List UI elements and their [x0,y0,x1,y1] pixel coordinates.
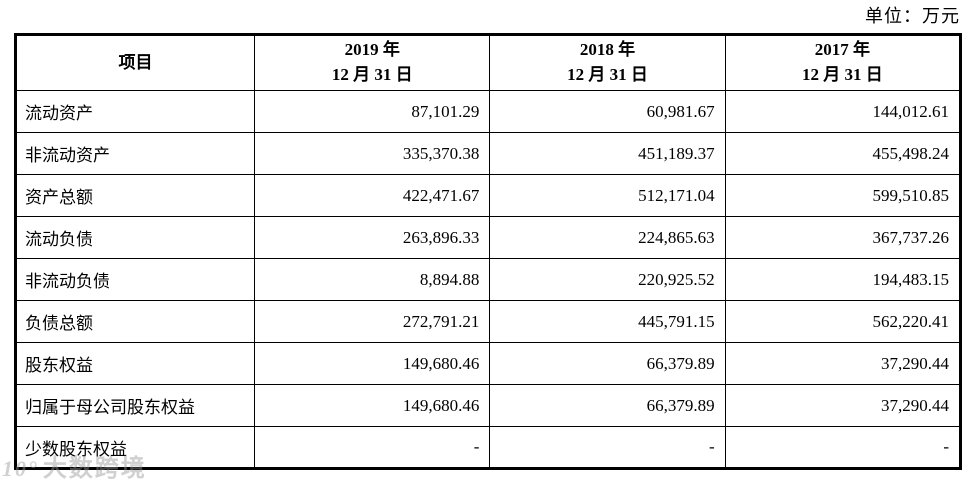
row-label: 少数股东权益 [14,426,256,469]
column-header-2019-line2: 12 月 31 日 [331,65,413,84]
cell-value-2017: - [724,426,962,469]
table-row: 负债总额 272,791.21 445,791.15 562,220.41 [14,300,962,343]
cell-value-2017: 194,483.15 [724,258,962,301]
cell-value-2018: 224,865.63 [489,216,726,259]
table-header-row: 项目 2019 年 12 月 31 日 2018 年 12 月 31 日 201… [14,34,962,91]
cell-value-2019: 87,101.29 [254,90,491,133]
row-label: 股东权益 [14,342,256,385]
cell-value-2017: 455,498.24 [724,132,962,175]
cell-value-2017: 37,290.44 [724,342,962,385]
cell-value-2018: 451,189.37 [489,132,726,175]
cell-value-2018: 66,379.89 [489,384,726,427]
row-label: 流动资产 [14,90,256,133]
cell-value-2019: 335,370.38 [254,132,491,175]
table-row: 资产总额 422,471.67 512,171.04 599,510.85 [14,174,962,217]
column-header-2018-line2: 12 月 31 日 [567,65,648,84]
cell-value-2019: 149,680.46 [254,384,491,427]
cell-value-2018: 66,379.89 [489,342,726,385]
column-header-2018-line1: 2018 年 [579,40,636,60]
cell-value-2017: 562,220.41 [724,300,962,343]
row-label: 非流动负债 [14,258,256,301]
column-header-2019-line1: 2019 年 [344,40,400,60]
balance-sheet-table: 项目 2019 年 12 月 31 日 2018 年 12 月 31 日 201… [14,33,962,470]
cell-value-2019: 149,680.46 [254,342,491,385]
cell-value-2017: 367,737.26 [724,216,962,259]
cell-value-2019: 272,791.21 [254,300,491,343]
row-label: 非流动资产 [14,132,256,175]
table-row: 流动负债 263,896.33 224,865.63 367,737.26 [14,216,962,259]
table-row: 股东权益 149,680.46 66,379.89 37,290.44 [14,342,962,385]
cell-value-2018: 512,171.04 [489,174,726,217]
cell-value-2019: 263,896.33 [254,216,491,259]
row-label: 负债总额 [14,300,256,343]
column-header-2017: 2017 年 12 月 31 日 [724,34,962,91]
column-header-2018: 2018 年 12 月 31 日 [489,34,726,91]
row-label: 资产总额 [14,174,256,217]
cell-value-2017: 599,510.85 [724,174,962,217]
cell-value-2018: - [489,426,726,469]
column-header-item: 项目 [14,34,256,91]
column-header-2017-line1: 2017 年 [814,40,870,60]
row-label: 归属于母公司股东权益 [14,384,256,427]
cell-value-2019: 8,894.88 [254,258,491,301]
table-row: 非流动资产 335,370.38 451,189.37 455,498.24 [14,132,962,175]
table-row: 归属于母公司股东权益 149,680.46 66,379.89 37,290.4… [14,384,962,427]
cell-value-2019: - [254,426,491,469]
row-label: 流动负债 [14,216,256,259]
table-row: 流动资产 87,101.29 60,981.67 144,012.61 [14,90,962,133]
cell-value-2018: 220,925.52 [489,258,726,301]
column-header-2019: 2019 年 12 月 31 日 [254,34,491,91]
cell-value-2019: 422,471.67 [254,174,491,217]
cell-value-2018: 445,791.15 [489,300,726,343]
table-row: 少数股东权益 - - - [14,426,962,469]
column-header-2017-line2: 12 月 31 日 [801,65,883,84]
cell-value-2017: 144,012.61 [724,90,962,133]
cell-value-2018: 60,981.67 [489,90,726,133]
unit-label: 单位：万元 [865,6,960,26]
cell-value-2017: 37,290.44 [724,384,962,427]
table-row: 非流动负债 8,894.88 220,925.52 194,483.15 [14,258,962,301]
